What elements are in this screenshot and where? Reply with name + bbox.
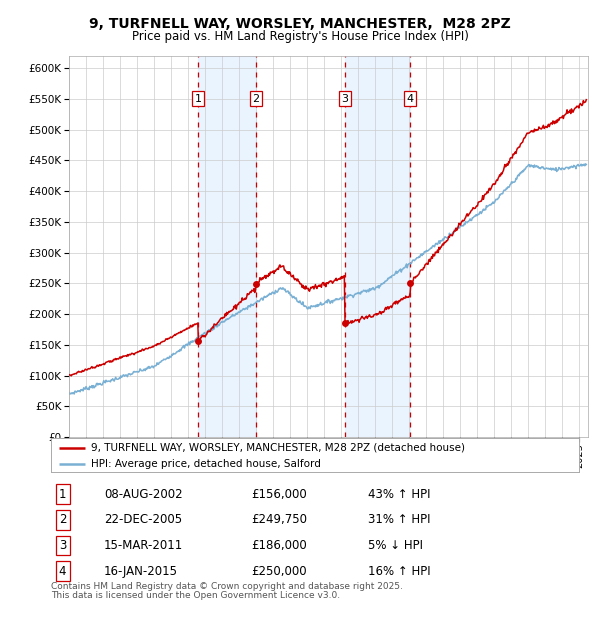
Text: 2: 2 [59, 513, 67, 526]
Text: 22-DEC-2005: 22-DEC-2005 [104, 513, 182, 526]
Text: 9, TURFNELL WAY, WORSLEY, MANCHESTER,  M28 2PZ: 9, TURFNELL WAY, WORSLEY, MANCHESTER, M2… [89, 17, 511, 32]
Text: 16% ↑ HPI: 16% ↑ HPI [368, 564, 430, 577]
Text: 2: 2 [252, 94, 259, 104]
Text: 3: 3 [59, 539, 67, 552]
Text: 4: 4 [407, 94, 414, 104]
Text: 4: 4 [59, 564, 67, 577]
Text: Price paid vs. HM Land Registry's House Price Index (HPI): Price paid vs. HM Land Registry's House … [131, 30, 469, 43]
Text: Contains HM Land Registry data © Crown copyright and database right 2025.: Contains HM Land Registry data © Crown c… [51, 582, 403, 591]
Text: £249,750: £249,750 [251, 513, 308, 526]
Text: 5% ↓ HPI: 5% ↓ HPI [368, 539, 423, 552]
Text: This data is licensed under the Open Government Licence v3.0.: This data is licensed under the Open Gov… [51, 591, 340, 601]
Text: £186,000: £186,000 [251, 539, 307, 552]
Bar [199, 56, 256, 437]
Text: 08-AUG-2002: 08-AUG-2002 [104, 488, 182, 501]
Text: 1: 1 [59, 488, 67, 501]
Text: 16-JAN-2015: 16-JAN-2015 [104, 564, 178, 577]
Text: £250,000: £250,000 [251, 564, 307, 577]
Bar [344, 56, 410, 437]
Text: 9, TURFNELL WAY, WORSLEY, MANCHESTER, M28 2PZ (detached house): 9, TURFNELL WAY, WORSLEY, MANCHESTER, M2… [91, 443, 464, 453]
Text: £156,000: £156,000 [251, 488, 307, 501]
Text: 15-MAR-2011: 15-MAR-2011 [104, 539, 183, 552]
Text: 3: 3 [341, 94, 348, 104]
Text: 1: 1 [195, 94, 202, 104]
Text: 43% ↑ HPI: 43% ↑ HPI [368, 488, 430, 501]
Text: HPI: Average price, detached house, Salford: HPI: Average price, detached house, Salf… [91, 459, 320, 469]
Text: 31% ↑ HPI: 31% ↑ HPI [368, 513, 430, 526]
